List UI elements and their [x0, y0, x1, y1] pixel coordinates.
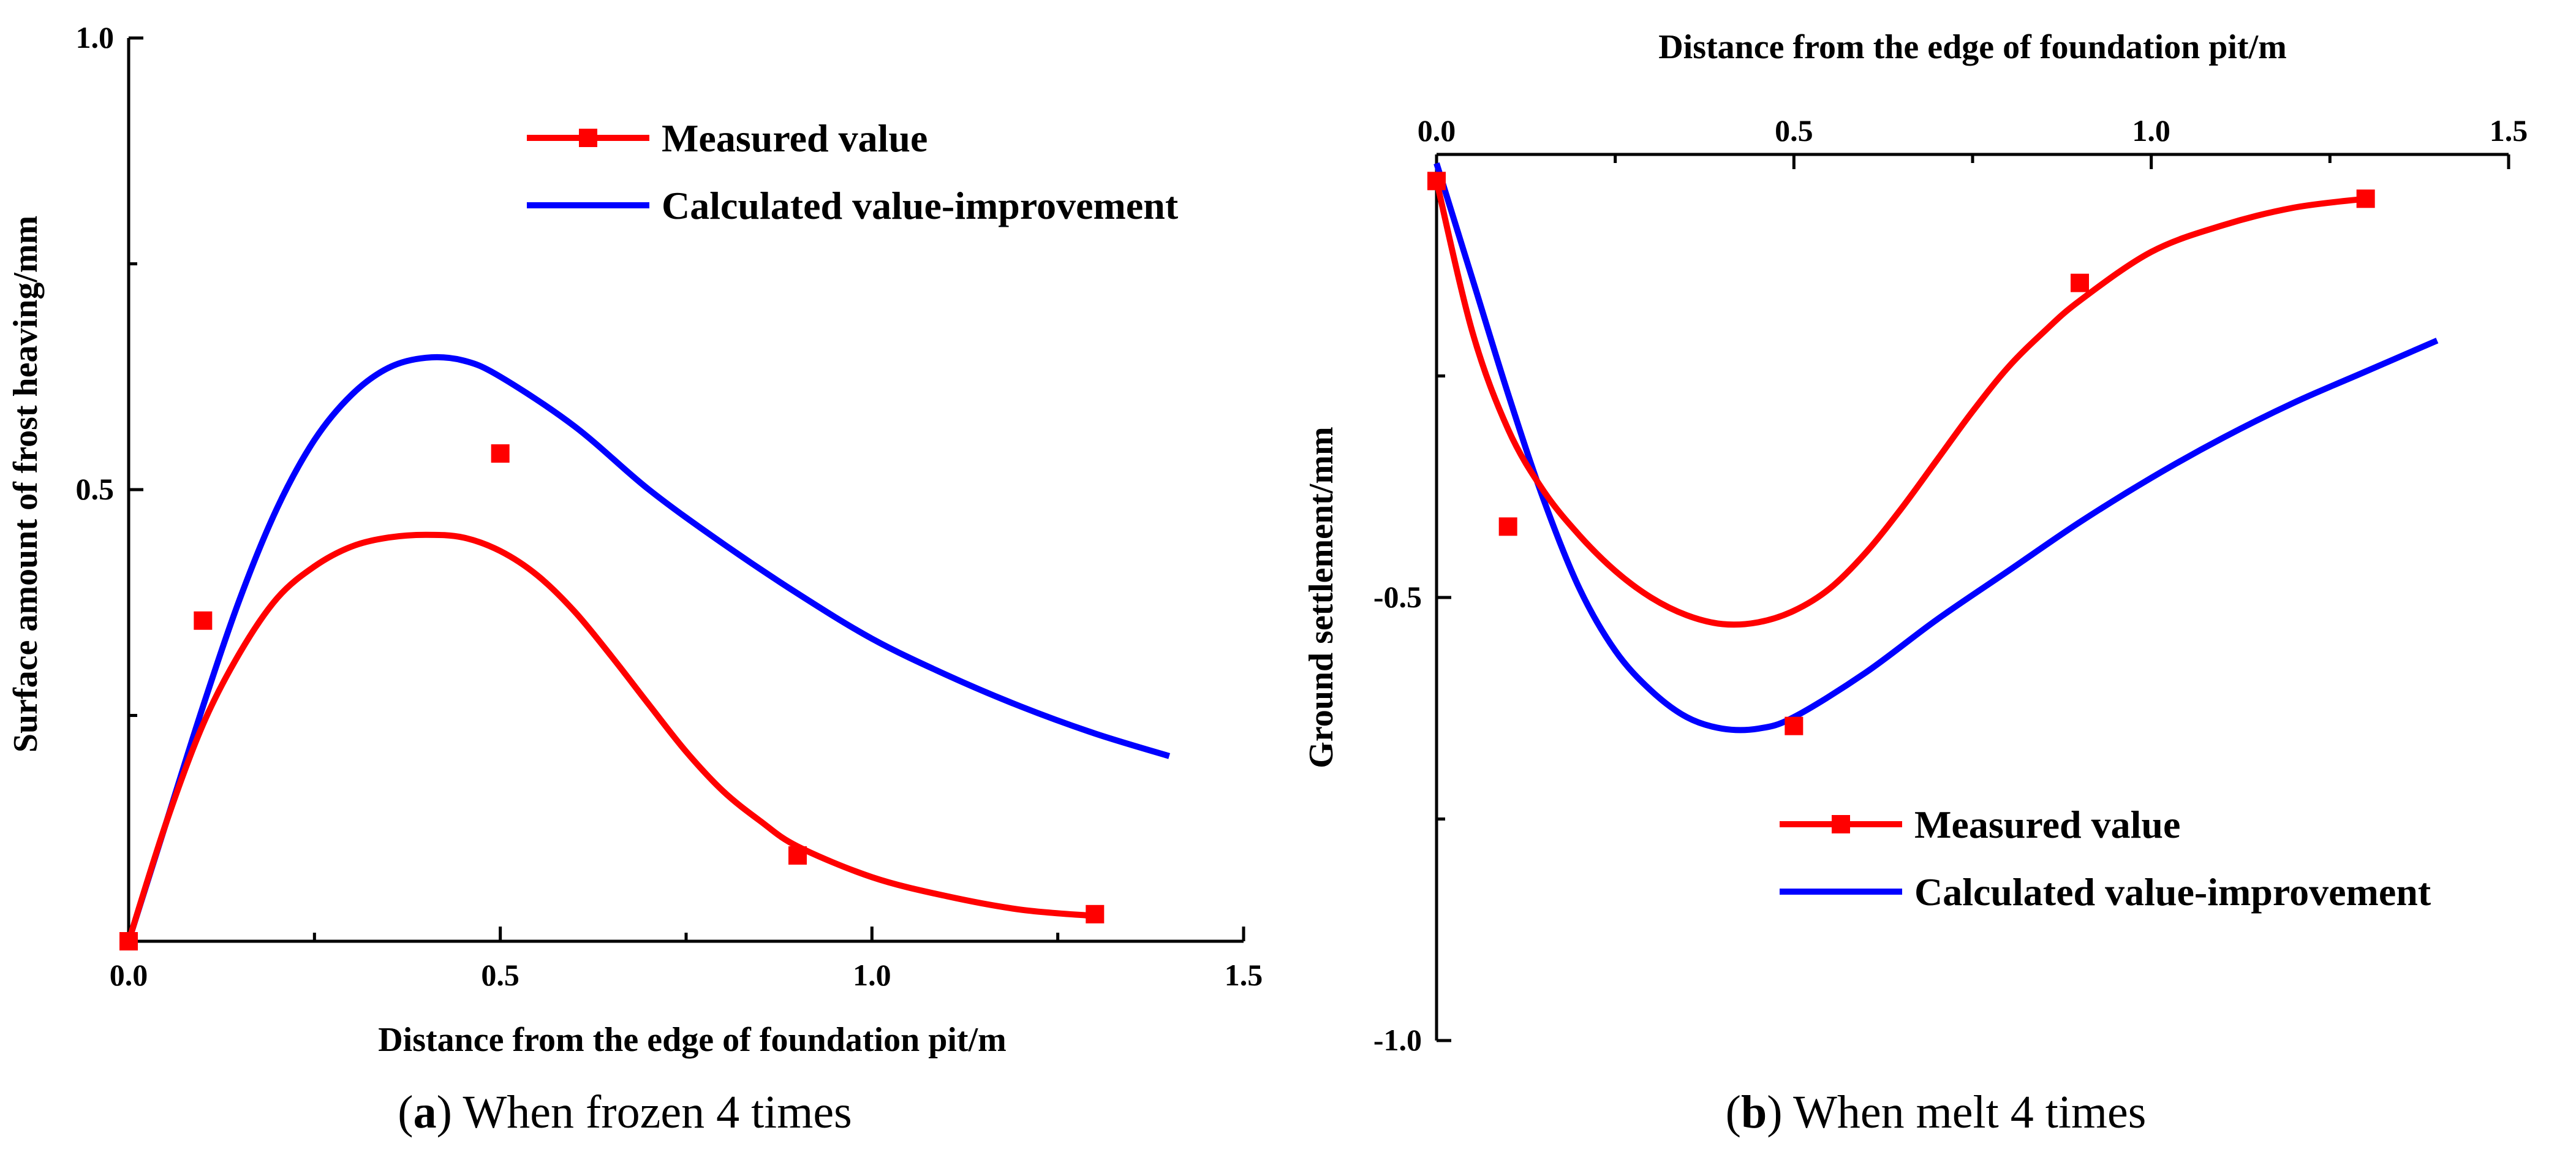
y-tick-label: 1.0 [76, 20, 115, 55]
y-axis-title: Surface amount of frost heaving/mm [7, 216, 45, 753]
measured-value-fit-line [126, 531, 1095, 942]
y-tick-label: 0.5 [76, 472, 115, 506]
measured-value-point [2071, 273, 2089, 292]
calculated-value-line [1433, 162, 2439, 734]
measured-value-point [194, 611, 213, 630]
x-tick-label: 1.5 [2490, 113, 2528, 148]
caption-open-paren: ( [1726, 1086, 1741, 1138]
y-tick-label: -1.0 [1373, 1023, 1422, 1057]
caption-close-paren: ) [437, 1086, 463, 1138]
measured-value-point [1427, 172, 1446, 191]
chart-panel-b: 0.0 0.5 1.0 1.5 -0.5 -1.0 Distance from the ed… [1302, 28, 2528, 1138]
measured-value-point [1086, 904, 1105, 923]
x-tick-label: 1.5 [1225, 958, 1263, 992]
legend-measured-label: Measured value [662, 116, 927, 160]
legend: Measured value Calculated value-improveme… [527, 116, 1179, 227]
x-tick-label: 0.5 [481, 958, 519, 992]
x-tick-label: 1.0 [853, 958, 891, 992]
x-tick-label: 0.0 [110, 958, 148, 992]
x-axis-title: Distance from the edge of foundation pit… [378, 1021, 1007, 1059]
x-tick-label: 0.0 [1418, 113, 1456, 148]
legend-measured-label: Measured value [1914, 803, 2180, 846]
legend-calculated-label: Calculated value-improvement [1914, 870, 2431, 914]
legend-measured-marker [1832, 815, 1850, 833]
caption-letter: a [414, 1086, 437, 1138]
caption-open-paren: ( [398, 1086, 413, 1138]
caption-text: When frozen 4 times [463, 1086, 852, 1138]
legend-calculated-label: Calculated value-improvement [662, 184, 1179, 227]
measured-value-point [788, 846, 807, 865]
y-axis-title: Ground settlement/mm [1302, 427, 1340, 768]
legend: Measured value Calculated value-improveme… [1780, 803, 2431, 914]
measured-value-point [2356, 189, 2375, 208]
x-axis-title: Distance from the edge of foundation pit… [1658, 28, 2287, 66]
y-tick-label: -0.5 [1373, 580, 1422, 614]
panel-caption: (b) When melt 4 times [1726, 1086, 2147, 1138]
legend-measured-marker [579, 129, 597, 147]
chart-panel-a: 0.0 0.5 1.0 1.5 0.5 1.0 Distance from the edge… [7, 20, 1263, 1138]
panel-caption: (a) When frozen 4 times [398, 1086, 852, 1138]
measured-value-fit-line [1433, 180, 2366, 628]
caption-letter: b [1741, 1086, 1767, 1138]
caption-close-paren: ) [1767, 1086, 1793, 1138]
measured-value-point [119, 932, 138, 950]
measured-value-point [1785, 716, 1804, 735]
calculated-value-line [126, 354, 1171, 942]
x-tick-label: 1.0 [2132, 113, 2170, 148]
x-tick-label: 0.5 [1775, 113, 1813, 148]
caption-text: When melt 4 times [1793, 1086, 2146, 1138]
measured-value-point [491, 444, 510, 463]
measured-value-point [1498, 517, 1517, 536]
